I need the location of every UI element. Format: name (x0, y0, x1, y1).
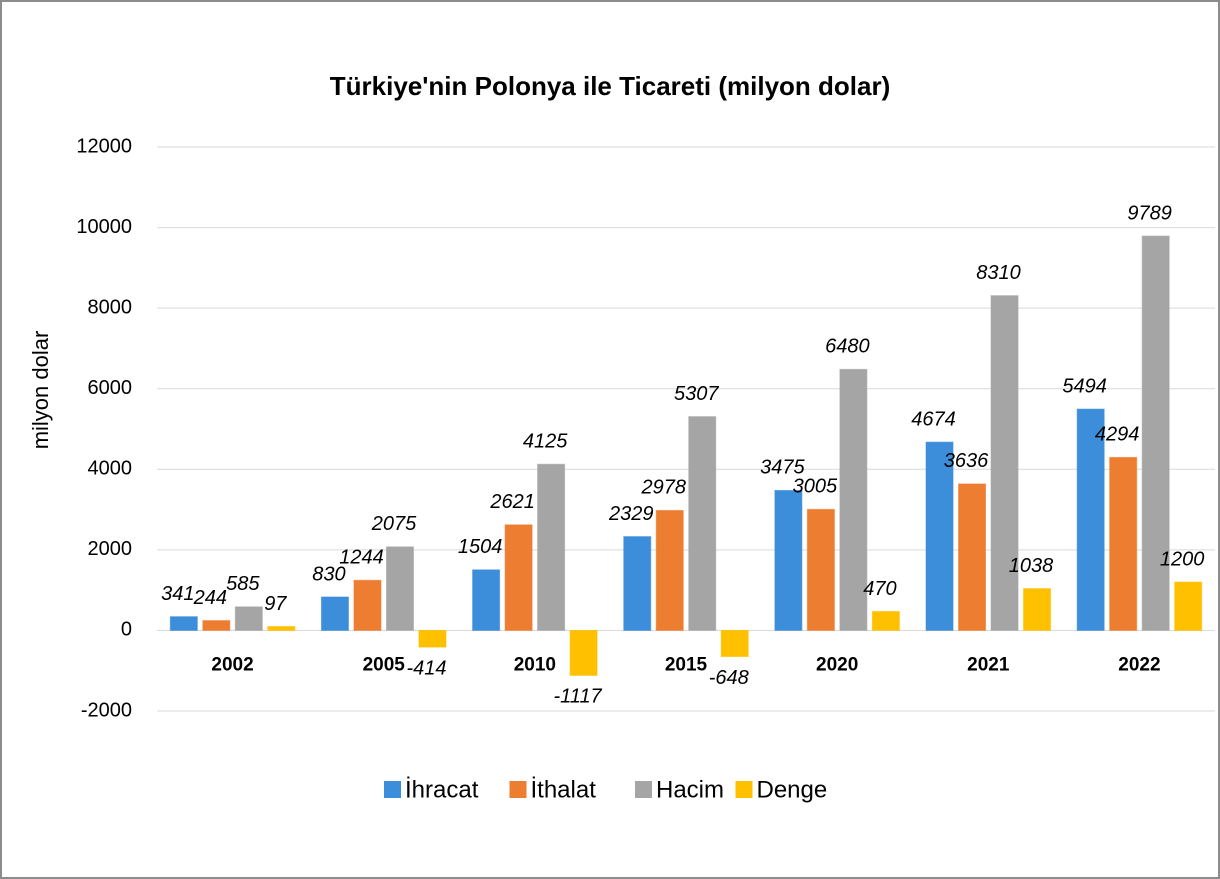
data-label: 5307 (674, 383, 719, 405)
data-label: 2978 (641, 477, 687, 499)
data-label: 97 (264, 593, 287, 615)
legend-swatch (509, 781, 527, 798)
data-label: 1244 (339, 547, 384, 569)
data-label: 1504 (458, 536, 503, 558)
bar (385, 546, 414, 631)
data-label: -1117 (554, 686, 603, 708)
data-label: 830 (312, 563, 345, 585)
bar (418, 629, 447, 648)
x-tick-label: 2022 (1118, 654, 1160, 675)
data-label: -414 (406, 657, 446, 679)
data-label: 3475 (760, 457, 805, 479)
data-label: 3005 (793, 476, 838, 498)
data-label: 2329 (608, 503, 654, 525)
legend-label: Denge (757, 776, 828, 803)
data-label: 470 (863, 578, 896, 600)
data-label: 4674 (911, 408, 956, 430)
y-tick-label: 4000 (88, 458, 133, 480)
bar (169, 616, 198, 631)
bar (1023, 588, 1052, 631)
y-tick-label: 0 (121, 619, 132, 641)
bar (774, 489, 803, 631)
legend-swatch (384, 781, 401, 798)
legend-label: İhracat (405, 776, 479, 803)
bar (353, 579, 382, 631)
legend-label: İthalat (531, 776, 597, 803)
y-tick-label: 8000 (88, 296, 133, 318)
bar (1141, 235, 1170, 631)
y-tick-label: 6000 (88, 377, 133, 399)
bar (472, 569, 501, 631)
bar (806, 508, 835, 631)
x-tick-label: 2015 (665, 654, 708, 675)
data-label: 585 (226, 573, 260, 595)
bar (267, 626, 296, 631)
bar (720, 629, 749, 658)
data-label: 8310 (976, 262, 1021, 284)
data-label: 3636 (944, 450, 989, 472)
y-axis-label: milyon dolar (28, 331, 53, 450)
data-label: 1200 (1160, 548, 1205, 570)
bar (504, 524, 533, 631)
bar (958, 483, 987, 631)
bar (688, 416, 717, 631)
bar (871, 610, 900, 631)
y-tick-label: 12000 (76, 135, 132, 157)
data-label: -648 (709, 667, 749, 689)
x-tick-label: 2010 (514, 654, 556, 675)
y-tick-label: 2000 (88, 538, 133, 560)
data-label: 2621 (489, 491, 535, 513)
y-tick-label: -2000 (81, 699, 132, 721)
legend-swatch (735, 781, 753, 798)
data-label: 9789 (1127, 202, 1172, 224)
chart-title: Türkiye'nin Polonya ile Ticareti (milyon… (330, 71, 891, 101)
bar (569, 629, 598, 676)
x-tick-label: 2020 (816, 654, 858, 675)
bar (234, 606, 263, 631)
x-tick-label: 2021 (967, 654, 1010, 675)
y-tick-label: 10000 (76, 216, 132, 238)
bar (1076, 408, 1105, 631)
x-tick-label: 2005 (363, 654, 406, 675)
data-label: 341 (161, 583, 194, 605)
bar (202, 620, 231, 631)
data-label: 244 (193, 587, 227, 609)
bar (537, 463, 566, 631)
bar (623, 536, 652, 631)
x-tick-label: 2002 (211, 654, 253, 675)
data-label: 5494 (1062, 375, 1107, 397)
data-label: 6480 (825, 336, 870, 358)
bar (839, 368, 868, 631)
bar (990, 295, 1019, 631)
data-label: 4294 (1095, 424, 1140, 446)
data-label: 1038 (1009, 555, 1054, 577)
bar (655, 509, 684, 631)
bar (1174, 581, 1203, 631)
data-label: 4125 (523, 431, 568, 453)
bar (925, 441, 954, 631)
bar (1109, 456, 1138, 631)
legend-swatch (635, 781, 652, 798)
bar (320, 596, 349, 631)
legend-label: Hacim (656, 776, 724, 803)
data-label: 2075 (371, 513, 417, 535)
